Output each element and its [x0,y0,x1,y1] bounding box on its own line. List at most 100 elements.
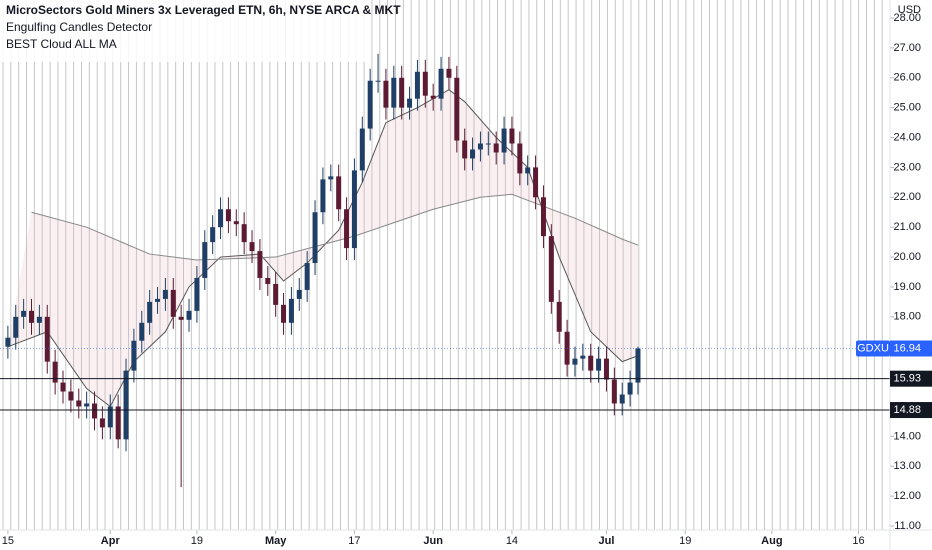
y-tick-label: 13.00 [893,460,921,472]
candle-body [76,400,82,407]
candle-body [525,167,531,174]
level-label: 15.93 [893,373,921,385]
candle-body [454,77,460,141]
candle-body [533,167,539,198]
y-tick-label: 23.00 [893,161,921,173]
candle-body [162,289,168,299]
candle-body [312,212,318,264]
moving-average [31,193,639,261]
candle-body [21,310,27,317]
x-tick-label: 15 [2,535,14,547]
candle-body [44,316,50,362]
candle-body [399,77,405,108]
candle-body [383,80,389,108]
candle-body [548,236,554,302]
candle-body [375,80,381,82]
candle-body [29,310,35,323]
candle-body [84,403,90,407]
candle-body [115,406,121,440]
candle-body [60,382,66,392]
candle-body [13,316,19,338]
candle-body [186,310,192,320]
x-tick-label: 16 [852,535,864,547]
candle-body [273,283,279,305]
candle-body [351,170,357,249]
candle-body [288,298,294,323]
session-grid [0,0,890,530]
x-tick-label: 19 [191,535,203,547]
candle-body [249,242,255,252]
candle-body [493,143,499,153]
candle-body [556,301,562,332]
candle-body [635,348,641,383]
candle-body [210,227,216,243]
candle-body [438,68,444,99]
x-tick-label: 17 [348,535,360,547]
candle-body [588,355,594,371]
candle-body [391,77,397,108]
candle-body [477,143,483,150]
y-tick-label: 14.00 [893,430,921,442]
candle-body [92,403,98,419]
last-price-label: 16.94 [893,342,921,354]
candle-body [540,197,546,237]
candle-body [414,71,420,99]
y-tick-label: 11.00 [894,520,921,532]
x-tick-label: Aug [761,535,782,547]
candle-body [36,316,42,323]
candle-body [178,316,184,320]
candle-body [320,179,326,213]
x-tick-label: 14 [506,535,518,547]
indicator-label: Engulfing Candles Detector [6,20,152,34]
candle-body [281,304,287,323]
candle-body [147,301,153,323]
candle-body [485,143,491,145]
candle-body [328,176,334,180]
candle-body [367,80,373,129]
symbol-label: GDXU [857,342,889,354]
candle-body [619,394,625,404]
candle-body [202,242,208,278]
candle-body [265,277,271,284]
y-tick-label: 26.00 [893,72,921,84]
level-label-bg [890,370,932,387]
candle-body [139,322,145,341]
y-tick-label: 21.00 [893,221,921,233]
candle-body [344,209,350,249]
candle-body [131,340,137,371]
ma-cloud [7,89,638,407]
candle-body [123,370,129,440]
candle-body [233,221,239,225]
candle-body [68,391,74,401]
x-tick-label: 19 [679,535,691,547]
candle-body [296,289,302,299]
x-tick-label: May [265,535,287,547]
candle-body [446,68,452,78]
y-tick-label: 12.00 [893,490,921,502]
candle-body [359,128,365,171]
candle-body [422,71,428,96]
candle-body [5,337,11,347]
candle-body [517,143,523,174]
y-tick-label: 24.00 [893,131,921,143]
candle-body [596,358,602,371]
y-tick-label: 28.00 [893,12,921,24]
candle-body [52,361,58,383]
y-tick-label: 20.00 [893,251,921,263]
level-label: 14.88 [893,404,921,416]
candle-body [509,128,515,144]
x-tick-label: Apr [101,535,121,547]
candle-body [572,358,578,365]
y-tick-label: 18.00 [893,311,921,323]
candle-body [627,382,633,395]
candle-body [155,298,161,302]
candle-body [304,263,310,290]
candle-body [107,406,113,428]
candle-body [170,289,176,317]
y-tick-label: 19.00 [893,281,921,293]
candle-body [603,358,609,380]
candle-body [99,418,105,428]
candle-body [225,209,231,222]
indicator-label: BEST Cloud ALL MA [6,37,117,51]
candle-body [611,379,617,404]
